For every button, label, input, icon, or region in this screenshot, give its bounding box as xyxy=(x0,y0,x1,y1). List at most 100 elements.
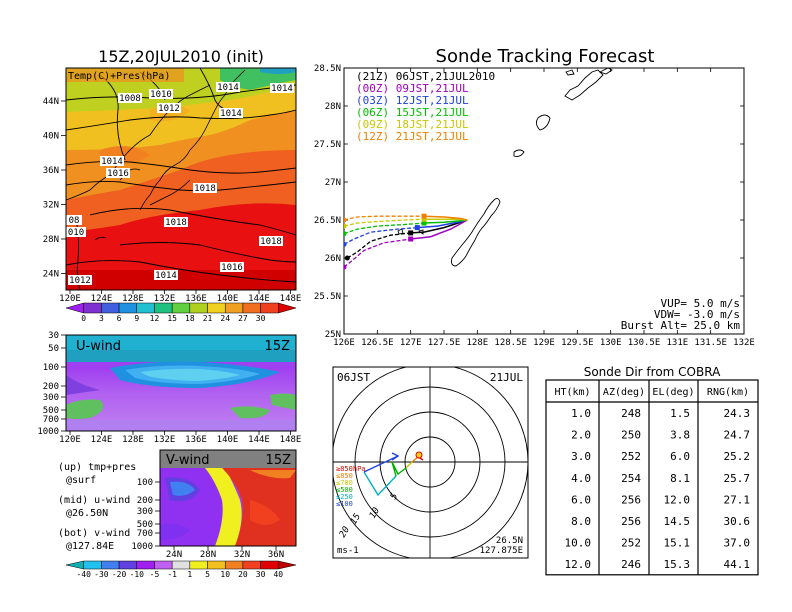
vwind-p-label: 100 xyxy=(137,478,153,488)
vwind-p-label: 200 xyxy=(137,496,153,506)
map-lon-label: 140E xyxy=(217,294,239,304)
colorbar-label: 6 xyxy=(117,314,122,323)
colorbar-swatch xyxy=(83,302,102,314)
uwind-p-label: 100 xyxy=(43,363,59,373)
uwind-lon-label: 124E xyxy=(91,435,113,445)
track-lon-label: 127.5E xyxy=(428,338,461,348)
table-cell: 250 xyxy=(621,429,641,442)
colorbar-swatch xyxy=(207,560,226,570)
landing-marker xyxy=(344,217,347,223)
panel-legend: (up) tmp+pres @surf (mid) u-wind @26.50N… xyxy=(58,462,136,552)
track-lat-label: 26N xyxy=(325,254,341,264)
track-line-descent xyxy=(344,218,425,227)
colorbar-label: -1 xyxy=(167,570,177,579)
track-line-ascent xyxy=(424,218,468,221)
table-cell: 254 xyxy=(621,472,641,485)
isobar-label: 1018 xyxy=(194,184,216,194)
track-lon-label: 126E xyxy=(333,338,355,348)
isobar-label: 1010 xyxy=(150,90,172,100)
colorbar-swatch xyxy=(278,302,297,314)
colorbar-swatch xyxy=(101,302,120,314)
track-line-ascent xyxy=(423,215,468,221)
polar-panel: 5 10 15 20 06JST 21JUL ms-1 26.5N 127.87… xyxy=(332,366,529,559)
polar-time: 06JST xyxy=(337,371,370,384)
track-line-ascent xyxy=(423,219,468,224)
table-cell: 6.0 xyxy=(571,493,591,506)
isobar-label: 1014 xyxy=(155,271,177,281)
burst-marker xyxy=(414,225,420,231)
polar-lat: 26.5N xyxy=(496,536,523,546)
track-line-descent xyxy=(344,222,425,235)
uwind-lon-label: 148E xyxy=(280,435,302,445)
map-lon-label: 144E xyxy=(248,294,270,304)
table-cell: 252 xyxy=(621,450,641,463)
colorbar-swatch xyxy=(189,302,208,314)
uwind-lon-label: 132E xyxy=(154,435,176,445)
track-lon-label: 128E xyxy=(466,338,488,348)
track-lon-label: 131E xyxy=(666,338,688,348)
uwind-lon-label: 120E xyxy=(59,435,81,445)
map-title: 15Z,20JUL2010 (init) xyxy=(98,47,264,66)
colorbar-swatch xyxy=(101,560,120,570)
table-cell: 6.0 xyxy=(670,450,690,463)
vdw-label: VDW= -3.0 m/s xyxy=(654,308,740,321)
vwind-p-label: 300 xyxy=(137,507,153,517)
polar-level-legend: ≤850 xyxy=(336,472,353,480)
table-cell: 30.6 xyxy=(724,515,751,528)
colorbar-swatch xyxy=(224,302,244,314)
burst-marker xyxy=(408,230,414,236)
colorbar-swatch xyxy=(260,302,279,314)
colorbar-swatch xyxy=(278,560,297,570)
colorbar-label: 3 xyxy=(99,314,104,323)
colorbar-label: 24 xyxy=(220,314,230,323)
surface-map-panel: 15Z,20JUL2010 (init) xyxy=(43,47,302,323)
map-lat-label: 28N xyxy=(43,235,59,245)
isobar-label: 010 xyxy=(68,228,84,238)
map-lon-label: 124E xyxy=(91,294,113,304)
colorbar-swatch xyxy=(118,560,138,570)
table-cell: 246 xyxy=(621,558,641,571)
colorbar-label: 20 xyxy=(238,570,248,579)
table-cell: 3.0 xyxy=(571,450,591,463)
ring-label: 10 xyxy=(368,506,382,520)
uwind-p-label: 700 xyxy=(43,415,59,425)
colorbar-swatch xyxy=(171,560,191,570)
colorbar-label: 1 xyxy=(187,570,192,579)
legend-line: (bot) v-wind xyxy=(58,528,130,539)
polar-level-legend: ≤500 xyxy=(336,486,353,494)
track-lon-label: 129E xyxy=(533,338,555,348)
vwind-lat-label: 32N xyxy=(234,550,250,560)
map-lat-label: 44N xyxy=(43,97,59,107)
colorbar-label: 12 xyxy=(150,314,160,323)
table-cell: 1.5 xyxy=(670,407,690,420)
surface-marker xyxy=(415,451,423,459)
isobar-label: 1012 xyxy=(158,104,180,114)
uwind-title: U-wind xyxy=(76,339,121,354)
vwind-p-label: 500 xyxy=(137,520,153,530)
isobar-label: 1012 xyxy=(69,276,91,286)
track-lon-label: 131.5E xyxy=(694,338,727,348)
colorbar-label: -40 xyxy=(76,570,91,579)
uwind-p-label: 500 xyxy=(43,406,59,416)
track-lat-label: 27N xyxy=(325,178,341,188)
colorbar-swatch xyxy=(242,560,261,570)
colorbar-label: -10 xyxy=(130,570,145,579)
colorbar-label: 40 xyxy=(273,570,283,579)
legend-line: @surf xyxy=(66,475,96,486)
track-lon-label: 132E xyxy=(733,338,755,348)
colorbar-label: 5 xyxy=(205,570,210,579)
legend-line: @26.50N xyxy=(66,508,108,519)
track-lat-label: 28N xyxy=(325,102,341,112)
table-cell: 8.1 xyxy=(670,472,690,485)
colorbar-label: 9 xyxy=(134,314,139,323)
isobar-label: 1014 xyxy=(271,84,293,94)
colorbar-swatch xyxy=(136,560,155,570)
uwind-lon-label: 140E xyxy=(217,435,239,445)
polar-lon: 127.875E xyxy=(480,546,523,556)
vwind-p-label: 1000 xyxy=(131,542,153,552)
colorbar-label: -5 xyxy=(150,570,160,579)
map-inset-label: Temp(C)+Pres(hPa) xyxy=(68,71,170,82)
track-lat-label: 28.5N xyxy=(314,64,341,74)
table-cell: 25.2 xyxy=(724,450,751,463)
isobar-label: 1014 xyxy=(217,83,239,93)
